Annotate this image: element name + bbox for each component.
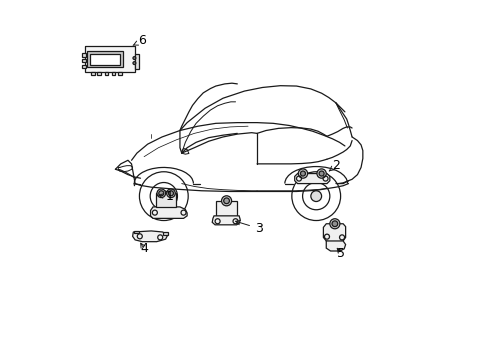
Bar: [112, 72, 115, 75]
Bar: [97, 72, 101, 75]
Circle shape: [133, 62, 136, 64]
Circle shape: [223, 198, 229, 204]
Circle shape: [329, 219, 339, 229]
Polygon shape: [150, 207, 187, 219]
Circle shape: [166, 189, 175, 198]
Circle shape: [316, 169, 325, 178]
Circle shape: [157, 189, 165, 198]
Bar: [135, 54, 139, 69]
Bar: [85, 45, 135, 72]
Bar: [82, 53, 86, 57]
Bar: [134, 230, 139, 233]
Bar: [215, 201, 237, 216]
Bar: [104, 72, 108, 75]
Text: 6: 6: [133, 34, 146, 48]
Bar: [82, 59, 86, 62]
Bar: [87, 51, 122, 67]
Polygon shape: [325, 241, 345, 251]
Text: 3: 3: [235, 220, 262, 235]
Polygon shape: [212, 216, 240, 225]
Text: 2: 2: [328, 159, 339, 172]
Bar: [91, 72, 94, 75]
Circle shape: [221, 196, 231, 206]
Bar: [82, 64, 86, 68]
Circle shape: [158, 191, 169, 202]
Circle shape: [133, 57, 136, 59]
Polygon shape: [132, 231, 167, 242]
Text: 4: 4: [140, 242, 148, 255]
Text: 1: 1: [159, 190, 173, 203]
Bar: [118, 72, 122, 75]
Text: 5: 5: [337, 247, 345, 260]
Polygon shape: [323, 224, 345, 243]
Polygon shape: [294, 174, 329, 184]
Circle shape: [298, 169, 307, 178]
Circle shape: [300, 171, 305, 176]
Bar: [163, 232, 168, 234]
Circle shape: [159, 191, 163, 196]
Bar: [89, 54, 120, 64]
Circle shape: [319, 171, 324, 176]
Circle shape: [331, 221, 337, 226]
Circle shape: [168, 191, 173, 196]
Bar: [156, 193, 175, 207]
Circle shape: [310, 191, 321, 202]
